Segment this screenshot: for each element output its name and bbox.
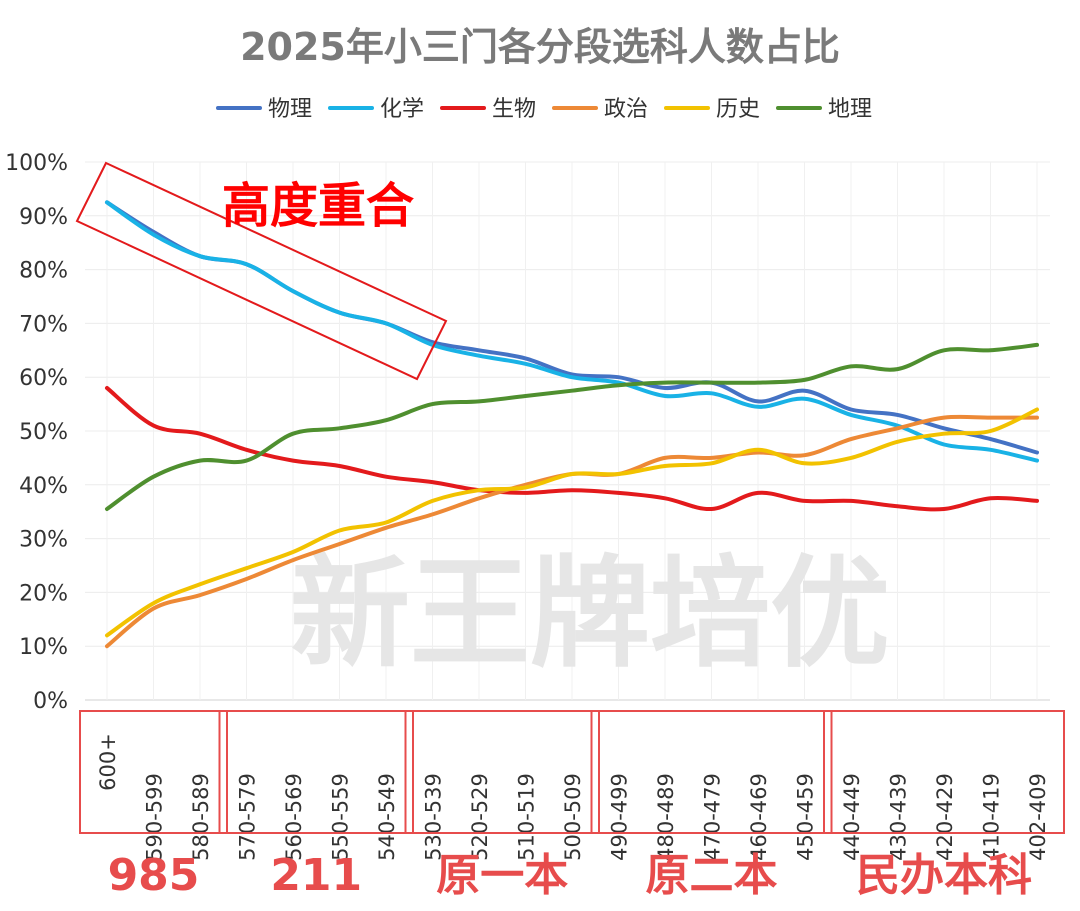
legend-item: 生物 xyxy=(440,97,536,122)
legend-item: 物理 xyxy=(216,97,312,122)
legend-label: 化学 xyxy=(380,97,424,122)
category-group: 原二本 xyxy=(590,710,833,901)
category-group-label: 原二本 xyxy=(646,850,778,901)
x-tick-label: 460-469 xyxy=(747,773,771,861)
legend-label: 政治 xyxy=(604,97,648,122)
x-tick-label: 580-589 xyxy=(189,773,213,861)
x-tick-label: 480-489 xyxy=(654,773,678,861)
category-group: 985 xyxy=(79,710,228,901)
legend-item: 地理 xyxy=(776,97,872,122)
category-group-box xyxy=(79,710,228,834)
x-tick-label: 530-539 xyxy=(422,773,446,861)
category-group: 原一本 xyxy=(404,710,600,901)
legend-label: 历史 xyxy=(716,97,760,122)
overlap-annotation: 高度重合 xyxy=(75,161,448,381)
series-line-地理 xyxy=(105,342,1039,511)
overlap-highlight-box xyxy=(75,161,448,381)
category-group: 民办本科 xyxy=(823,710,1065,901)
x-tick-label: 550-559 xyxy=(329,773,353,861)
category-group-label: 985 xyxy=(108,850,200,901)
y-tick-label: 50% xyxy=(19,420,68,445)
x-tick-label: 420-429 xyxy=(933,773,957,861)
chart-title: 2025年小三门各分段选科人数占比 xyxy=(240,25,840,69)
y-tick-label: 20% xyxy=(19,581,68,606)
y-tick-label: 70% xyxy=(19,312,68,337)
y-tick-label: 90% xyxy=(19,205,68,230)
x-axis: 600+ 590-599 580-589 570-579 560-569 550-559 5… xyxy=(96,733,1050,861)
x-tick-label: 540-549 xyxy=(375,773,399,861)
category-group-label: 211 xyxy=(270,850,362,901)
category-groups: 985 211 原一本 原二本 民办本科 xyxy=(79,710,1065,901)
y-tick-label: 80% xyxy=(19,259,68,284)
y-axis: 0% 10% 20% 30% 40% 50% 60% 70% 80% 90% 100% xyxy=(5,151,68,714)
legend-item: 历史 xyxy=(664,97,760,122)
legend: 物理 化学 生物 政治 历史 地理 xyxy=(216,97,872,122)
y-tick-label: 30% xyxy=(19,528,68,553)
category-group-label: 民办本科 xyxy=(856,850,1032,901)
grid xyxy=(85,161,1050,701)
legend-label: 物理 xyxy=(268,97,312,122)
x-tick-label: 402-409 xyxy=(1026,773,1050,861)
y-tick-label: 100% xyxy=(5,151,68,176)
x-tick-label: 510-519 xyxy=(515,773,539,861)
x-tick-label: 590-599 xyxy=(143,773,167,861)
legend-label: 生物 xyxy=(492,97,536,122)
y-tick-label: 60% xyxy=(19,366,68,391)
annotation-label: 高度重合 xyxy=(222,178,414,234)
x-tick-label: 490-499 xyxy=(608,773,632,861)
y-tick-label: 10% xyxy=(19,635,68,660)
x-tick-label: 430-439 xyxy=(887,773,911,861)
x-tick-label: 500-509 xyxy=(561,773,585,861)
category-group-box xyxy=(218,710,414,834)
series-line-化学 xyxy=(105,200,1039,463)
category-group: 211 xyxy=(218,710,414,901)
y-tick-label: 0% xyxy=(33,689,68,714)
legend-item: 政治 xyxy=(552,97,648,122)
watermark: 新王牌培优 xyxy=(290,545,890,684)
series-lines xyxy=(105,200,1039,649)
x-tick-label: 570-579 xyxy=(236,773,260,861)
x-tick-label: 520-529 xyxy=(468,773,492,861)
x-tick-label: 560-569 xyxy=(282,773,306,861)
x-tick-label: 450-459 xyxy=(794,773,818,861)
category-group-box xyxy=(590,710,833,834)
x-tick-label: 600+ xyxy=(96,733,120,791)
x-tick-label: 410-419 xyxy=(980,773,1004,861)
legend-label: 地理 xyxy=(828,97,872,122)
category-group-label: 原一本 xyxy=(436,850,568,901)
category-group-box xyxy=(404,710,600,834)
series-line-历史 xyxy=(105,407,1039,638)
x-tick-label: 470-479 xyxy=(701,773,725,861)
y-tick-label: 40% xyxy=(19,474,68,499)
x-tick-label: 440-449 xyxy=(840,773,864,861)
legend-item: 化学 xyxy=(328,97,424,122)
category-group-box xyxy=(823,710,1065,834)
